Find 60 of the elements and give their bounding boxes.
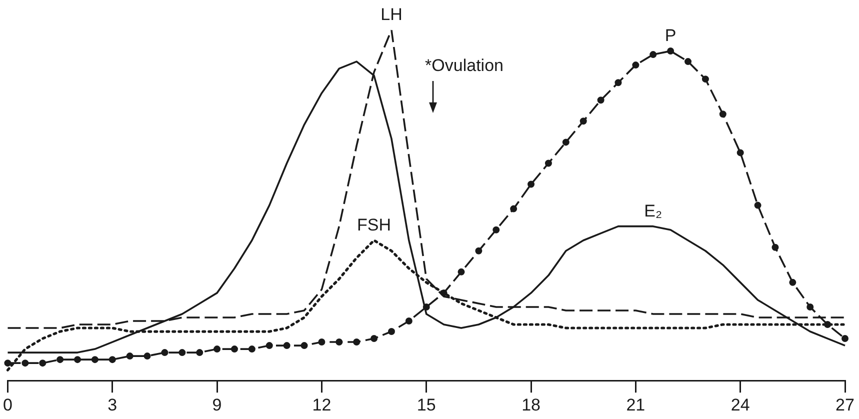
point: [458, 268, 465, 276]
point: [91, 356, 98, 364]
point: [597, 96, 604, 104]
x-tick-label: 27: [836, 395, 854, 414]
series-label: P: [664, 26, 676, 46]
point: [214, 346, 221, 353]
point: [126, 352, 134, 360]
point: [510, 205, 518, 212]
point: [230, 346, 238, 353]
x-tick-label: 3: [108, 395, 118, 414]
point: [300, 342, 308, 350]
series-label: FSH: [357, 216, 392, 235]
series-label: LH: [380, 5, 402, 24]
point: [178, 349, 186, 356]
x-tick-label: 18: [522, 395, 540, 414]
point: [336, 338, 343, 346]
point: [56, 356, 64, 364]
point: [22, 360, 29, 367]
point: [772, 244, 779, 251]
series-label: E₂: [644, 202, 662, 221]
point: [544, 160, 552, 167]
x-tick-label: 21: [626, 395, 646, 414]
point: [161, 349, 168, 356]
point: [39, 360, 46, 367]
point: [650, 51, 657, 58]
point: [702, 76, 709, 83]
point: [614, 79, 622, 86]
point: [684, 58, 692, 66]
point: [580, 118, 587, 125]
point: [74, 356, 81, 364]
point: [248, 346, 256, 353]
point: [318, 338, 326, 346]
point: [719, 110, 726, 118]
point: [196, 349, 204, 356]
point: [789, 278, 796, 286]
annotation: *Ovulation: [425, 56, 504, 76]
x-tick-label: 24: [730, 395, 750, 414]
point: [736, 149, 744, 156]
point: [842, 335, 848, 342]
point: [266, 342, 273, 350]
point: [370, 335, 378, 342]
point: [4, 360, 12, 367]
point: [283, 342, 290, 350]
point: [388, 328, 395, 336]
point: [144, 352, 151, 360]
point: [353, 338, 360, 346]
point: [528, 180, 535, 188]
x-tick-label: 9: [212, 395, 222, 414]
point: [475, 247, 482, 254]
x-tick-label: 15: [416, 395, 436, 414]
point: [667, 48, 674, 55]
point: [108, 356, 116, 364]
point: [562, 138, 570, 146]
point: [806, 303, 814, 310]
point: [754, 202, 762, 209]
x-tick-label: 12: [312, 395, 332, 414]
point: [492, 226, 500, 234]
point: [405, 318, 412, 324]
x-tick-label: 0: [2, 395, 12, 414]
point: [632, 62, 640, 69]
